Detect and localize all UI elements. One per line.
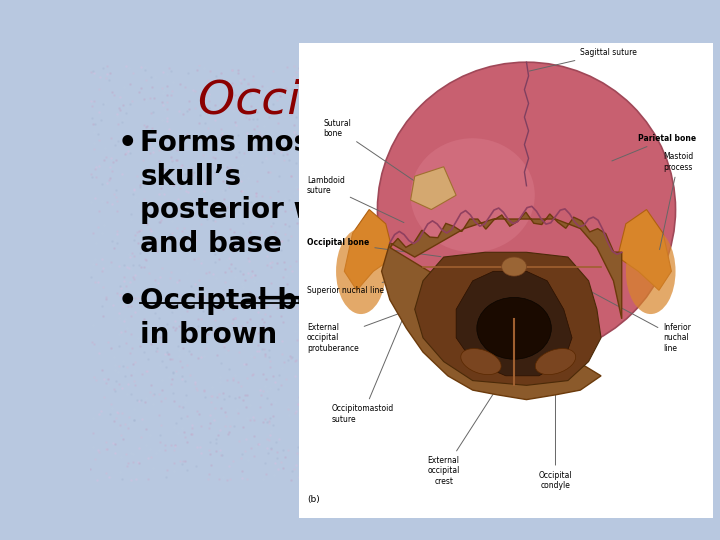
Text: Occipital
condyle: Occipital condyle [539, 369, 572, 490]
Polygon shape [618, 210, 671, 291]
Text: Sutural
bone: Sutural bone [324, 119, 433, 194]
FancyBboxPatch shape [299, 43, 713, 518]
Text: Parietal bone: Parietal bone [612, 134, 696, 161]
Text: External
occipital
crest: External occipital crest [428, 364, 513, 486]
Ellipse shape [461, 348, 501, 375]
Ellipse shape [336, 228, 386, 314]
Polygon shape [456, 271, 572, 376]
Text: Superior nuchal line: Superior nuchal line [307, 267, 454, 295]
Text: Mastoid
process: Mastoid process [660, 152, 693, 249]
Ellipse shape [535, 348, 576, 375]
Polygon shape [382, 212, 622, 400]
Text: Occiptal bone
in brown: Occiptal bone in brown [140, 287, 355, 349]
Ellipse shape [502, 257, 526, 276]
Text: Sagittal suture: Sagittal suture [529, 48, 637, 71]
Ellipse shape [477, 298, 552, 359]
Ellipse shape [410, 138, 535, 252]
Text: Forms most of
skull’s
posterior wall
and base: Forms most of skull’s posterior wall and… [140, 129, 364, 258]
Text: Occipital bone: Occipital bone [307, 238, 441, 256]
Text: Occipital Bone: Occipital Bone [198, 79, 540, 124]
Ellipse shape [377, 62, 675, 357]
Text: External
occipital
protuberance: External occipital protuberance [307, 272, 511, 353]
Ellipse shape [626, 228, 675, 314]
Polygon shape [344, 210, 394, 291]
Text: •: • [118, 287, 138, 316]
Text: Inferior
nuchal
line: Inferior nuchal line [591, 292, 691, 353]
Text: (b): (b) [307, 495, 320, 504]
Polygon shape [410, 167, 456, 210]
Polygon shape [415, 252, 601, 386]
Text: •: • [118, 129, 138, 158]
Text: Occipitomastoid
suture: Occipitomastoid suture [332, 293, 414, 423]
Text: Lambdoid
suture: Lambdoid suture [307, 176, 404, 222]
Text: Figure 7.2b: Figure 7.2b [582, 464, 645, 474]
